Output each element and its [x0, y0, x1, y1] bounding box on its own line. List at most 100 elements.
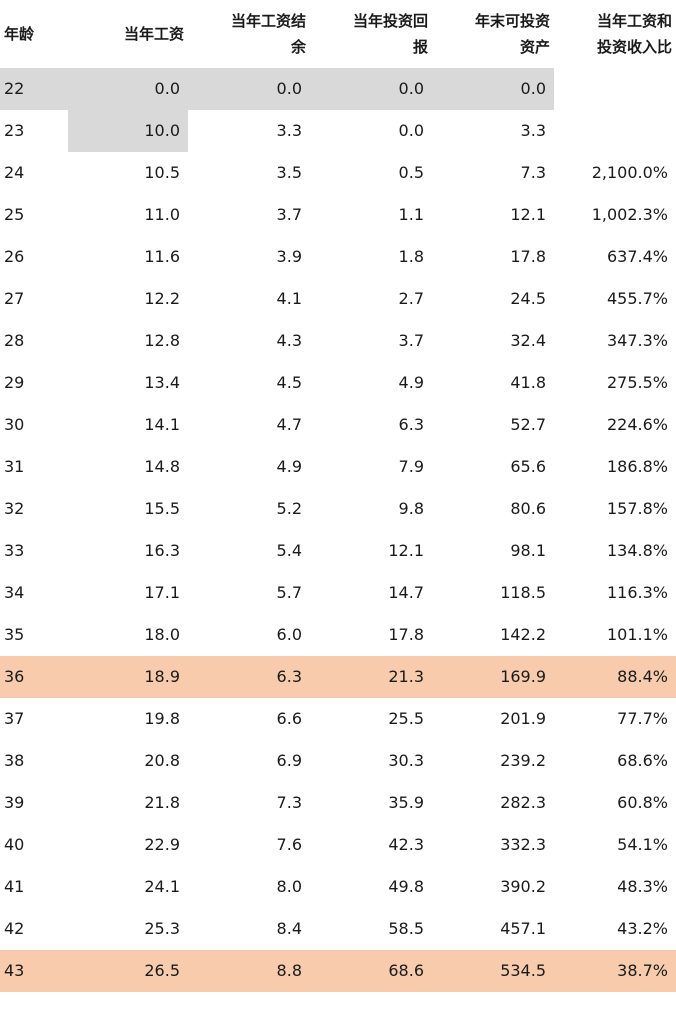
table-cell[interactable]: 18.0 — [144, 625, 180, 644]
table-cell[interactable]: 41 — [4, 877, 25, 896]
table-cell[interactable]: 22 — [0, 68, 68, 110]
table-cell[interactable]: 24.1 — [144, 877, 180, 896]
table-cell[interactable]: 25.5 — [388, 709, 424, 728]
table-cell[interactable]: 40 — [4, 835, 25, 854]
table-cell[interactable] — [554, 110, 676, 152]
table-cell[interactable]: 8.4 — [276, 919, 302, 938]
table-cell[interactable]: 30.3 — [388, 751, 424, 770]
table-cell[interactable]: 224.6% — [606, 415, 668, 434]
table-cell[interactable]: 98.1 — [510, 541, 546, 560]
table-cell[interactable]: 22.9 — [144, 835, 180, 854]
table-cell[interactable]: 157.8% — [606, 499, 668, 518]
table-cell[interactable]: 31 — [4, 457, 25, 476]
table-cell[interactable]: 29 — [4, 373, 25, 392]
table-cell[interactable]: 25 — [4, 205, 25, 224]
table-cell[interactable]: 49.8 — [388, 877, 424, 896]
table-cell[interactable]: 8.0 — [276, 877, 302, 896]
table-cell[interactable]: 1.1 — [398, 205, 424, 224]
table-cell[interactable]: 6.3 — [398, 415, 424, 434]
table-cell[interactable]: 43 — [4, 961, 25, 980]
table-cell[interactable]: 77.7% — [617, 709, 668, 728]
table-cell[interactable]: 24.5 — [510, 289, 546, 308]
table-cell[interactable]: 3.3 — [520, 121, 546, 140]
table-cell[interactable]: 42.3 — [388, 835, 424, 854]
table-cell[interactable]: 0.0 — [310, 68, 432, 110]
table-cell[interactable]: 3.9 — [276, 247, 302, 266]
table-cell[interactable]: 16.3 — [144, 541, 180, 560]
table-cell[interactable]: 534.5 — [500, 961, 546, 980]
table-cell[interactable]: 4.9 — [276, 457, 302, 476]
table-cell[interactable]: 101.1% — [606, 625, 668, 644]
table-cell[interactable]: 0.0 — [432, 68, 554, 110]
table-cell[interactable]: 134.8% — [606, 541, 668, 560]
table-cell[interactable]: 3.7 — [398, 331, 424, 350]
table-cell[interactable]: 0.0 — [188, 68, 310, 110]
table-cell[interactable] — [554, 68, 676, 110]
table-cell[interactable]: 275.5% — [606, 373, 668, 392]
table-cell[interactable]: 239.2 — [500, 751, 546, 770]
table-cell[interactable]: 4.1 — [276, 289, 302, 308]
table-cell[interactable]: 186.8% — [606, 457, 668, 476]
table-cell[interactable]: 32 — [4, 499, 25, 518]
table-cell[interactable]: 201.9 — [500, 709, 546, 728]
table-cell[interactable]: 14.7 — [388, 583, 424, 602]
table-cell[interactable]: 6.9 — [276, 751, 302, 770]
table-cell[interactable]: 17.8 — [510, 247, 546, 266]
table-cell[interactable]: 41.8 — [510, 373, 546, 392]
table-cell[interactable]: 7.9 — [398, 457, 424, 476]
table-cell[interactable]: 80.6 — [510, 499, 546, 518]
table-cell[interactable]: 88.4% — [617, 667, 668, 686]
table-cell[interactable]: 6.6 — [276, 709, 302, 728]
table-cell[interactable]: 332.3 — [500, 835, 546, 854]
table-cell[interactable]: 1.8 — [398, 247, 424, 266]
table-cell[interactable]: 7.6 — [276, 835, 302, 854]
table-cell[interactable]: 9.8 — [398, 499, 424, 518]
table-cell[interactable]: 42 — [4, 919, 25, 938]
table-cell[interactable]: 15.5 — [144, 499, 180, 518]
table-cell[interactable]: 5.7 — [276, 583, 302, 602]
table-cell[interactable]: 17.1 — [144, 583, 180, 602]
table-cell[interactable]: 27 — [4, 289, 25, 308]
table-cell[interactable]: 3.5 — [276, 163, 302, 182]
table-cell[interactable]: 2,100.0% — [591, 163, 668, 182]
table-cell[interactable]: 637.4% — [606, 247, 668, 266]
table-cell[interactable]: 455.7% — [606, 289, 668, 308]
table-cell[interactable]: 282.3 — [500, 793, 546, 812]
table-cell[interactable]: 1,002.3% — [591, 205, 668, 224]
table-cell[interactable]: 5.2 — [276, 499, 302, 518]
table-cell[interactable]: 25.3 — [144, 919, 180, 938]
table-cell[interactable]: 4.9 — [398, 373, 424, 392]
table-cell[interactable]: 13.4 — [144, 373, 180, 392]
table-cell[interactable]: 35 — [4, 625, 25, 644]
table-cell[interactable]: 11.0 — [144, 205, 180, 224]
table-cell[interactable]: 21.8 — [144, 793, 180, 812]
table-cell[interactable]: 12.2 — [144, 289, 180, 308]
table-cell[interactable]: 24 — [4, 163, 25, 182]
table-cell[interactable]: 21.3 — [388, 667, 424, 686]
table-cell[interactable]: 30 — [4, 415, 25, 434]
table-cell[interactable]: 60.8% — [617, 793, 668, 812]
table-cell[interactable]: 5.4 — [276, 541, 302, 560]
table-cell[interactable]: 3.7 — [276, 205, 302, 224]
table-cell[interactable]: 18.9 — [144, 667, 180, 686]
table-cell[interactable]: 14.1 — [144, 415, 180, 434]
table-cell[interactable]: 169.9 — [500, 667, 546, 686]
table-cell[interactable]: 7.3 — [276, 793, 302, 812]
table-cell[interactable]: 54.1% — [617, 835, 668, 854]
table-cell[interactable]: 23 — [4, 121, 25, 140]
table-cell[interactable]: 35.9 — [388, 793, 424, 812]
table-cell[interactable]: 19.8 — [144, 709, 180, 728]
table-cell[interactable]: 65.6 — [510, 457, 546, 476]
table-cell[interactable]: 10.0 — [68, 110, 188, 152]
table-cell[interactable]: 118.5 — [500, 583, 546, 602]
table-cell[interactable]: 11.6 — [144, 247, 180, 266]
table-cell[interactable]: 116.3% — [606, 583, 668, 602]
table-cell[interactable]: 4.7 — [276, 415, 302, 434]
table-cell[interactable]: 68.6% — [617, 751, 668, 770]
table-cell[interactable]: 26 — [4, 247, 25, 266]
table-cell[interactable]: 58.5 — [388, 919, 424, 938]
table-cell[interactable]: 26.5 — [144, 961, 180, 980]
table-cell[interactable]: 457.1 — [500, 919, 546, 938]
table-cell[interactable]: 10.5 — [144, 163, 180, 182]
table-cell[interactable]: 32.4 — [510, 331, 546, 350]
